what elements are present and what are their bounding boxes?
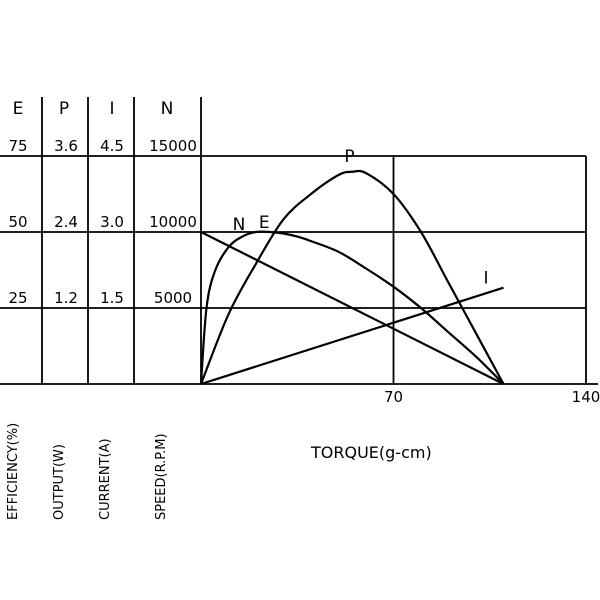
axis-letter: N — [161, 99, 174, 119]
x-axis-ticks: 70 140 — [384, 388, 600, 406]
curve-label-e: E — [259, 213, 270, 233]
axis-column-i: I 1.5 3.0 4.5 CURRENT(A) — [98, 99, 124, 520]
axis-column-p: P 1.2 2.4 3.6 OUTPUT(W) — [52, 99, 78, 520]
axis-tick-label: 50 — [8, 213, 27, 231]
axis-tick-label: 15000 — [149, 137, 197, 155]
axis-columns: E 25 50 75 EFFICIENCY(%) P 1.2 2.4 3.6 OUTPUT(W) I… — [6, 99, 197, 520]
curve-label-p: P — [344, 147, 354, 167]
axis-tick-label: 1.2 — [54, 289, 78, 307]
axis-tick-label: 2.4 — [54, 213, 78, 231]
axis-name: OUTPUT(W) — [52, 444, 67, 520]
axis-tick-label: 3.6 — [54, 137, 78, 155]
axis-tick-label: 3.0 — [100, 213, 124, 231]
curve-e — [199, 230, 505, 385]
grid — [0, 97, 598, 385]
axis-letter: E — [13, 99, 24, 119]
axis-tick-label: 4.5 — [100, 137, 124, 155]
axis-column-e: E 25 50 75 EFFICIENCY(%) — [6, 99, 28, 520]
axis-name: CURRENT(A) — [98, 438, 113, 520]
x-tick-label: 140 — [572, 388, 600, 406]
x-tick-label: 70 — [384, 388, 403, 406]
axis-tick-label: 10000 — [149, 213, 197, 231]
axis-column-n: N 5000 10000 15000 SPEED(R.P.M) — [149, 99, 197, 520]
curve-p — [199, 169, 505, 385]
curve-label-i: I — [483, 269, 488, 289]
axis-letter: I — [109, 99, 114, 119]
curve-label-n: N — [233, 215, 246, 235]
curves: N E P I — [199, 147, 505, 386]
axis-name: EFFICIENCY(%) — [6, 423, 21, 520]
axis-name: SPEED(R.P.M) — [154, 433, 169, 520]
axis-tick-label: 1.5 — [100, 289, 124, 307]
axis-letter: P — [59, 99, 69, 119]
axis-tick-label: 75 — [8, 137, 27, 155]
x-axis-title: TORQUE(g-cm) — [310, 443, 432, 462]
curve-n — [200, 231, 504, 385]
curve-i — [200, 286, 504, 386]
axis-tick-label: 5000 — [154, 289, 192, 307]
axis-tick-label: 25 — [8, 289, 27, 307]
